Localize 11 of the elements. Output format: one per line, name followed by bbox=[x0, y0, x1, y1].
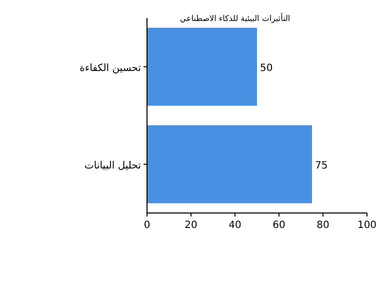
data-label: 50 bbox=[260, 62, 273, 74]
x-tick-label: 20 bbox=[184, 220, 198, 231]
y-tick-label: تحليل البيانات bbox=[84, 160, 142, 172]
y-tick-label: تحسين الكفاءة bbox=[80, 62, 142, 74]
x-tick-label: 100 bbox=[357, 220, 377, 231]
x-tick-label: 0 bbox=[144, 220, 150, 231]
x-tick-label: 60 bbox=[272, 220, 286, 231]
x-tick-label: 80 bbox=[316, 220, 330, 231]
data-label: 75 bbox=[315, 160, 328, 172]
chart-title: التأثيرات البيئية للذكاء الاصطناعي bbox=[180, 12, 290, 23]
x-tick-label: 40 bbox=[228, 220, 242, 231]
